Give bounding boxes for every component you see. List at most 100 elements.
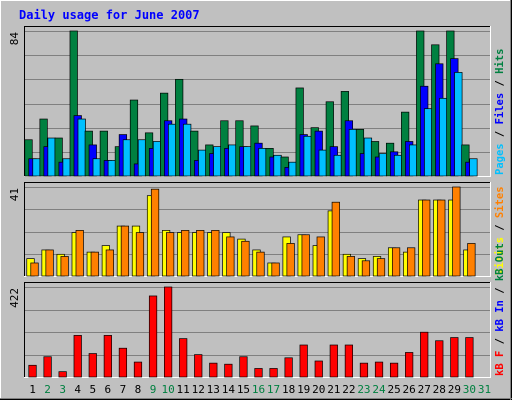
bar-kb-f-day-16: [254, 368, 263, 378]
bar-pages-day-20: [318, 149, 327, 177]
legend-entry: Files: [494, 93, 506, 125]
bar-kb-f-day-10: [164, 286, 173, 378]
bar-sites-day-27: [422, 199, 431, 277]
x-tick-label: 11: [177, 383, 190, 396]
bar-sites-day-11: [181, 230, 190, 277]
x-tick-label: 1: [29, 383, 36, 396]
legend-visits: Visits / Sites: [494, 186, 506, 275]
bar-kb-f-day-18: [284, 357, 293, 378]
bar-kb-f-day-15: [239, 356, 248, 378]
chart-title: Daily usage for June 2007: [19, 8, 200, 22]
bar-sites-day-22: [346, 256, 355, 277]
bar-pages-day-6: [107, 160, 116, 177]
legend-entry: Hits: [494, 49, 506, 74]
bar-pages-day-28: [439, 97, 448, 177]
x-tick-label: 29: [448, 383, 461, 396]
legend-kbytes: kB F / kB In / kB Out: [494, 243, 506, 376]
bar-sites-day-5: [90, 251, 99, 277]
bar-pages-day-15: [243, 146, 252, 177]
bar-pages-day-18: [288, 161, 297, 177]
bar-pages-day-5: [92, 158, 101, 177]
bar-pages-day-22: [348, 129, 357, 177]
bar-pages-day-8: [137, 139, 147, 177]
legend-entry: Pages: [494, 143, 506, 175]
x-tick-label: 2: [44, 383, 51, 396]
legend-entry: /: [494, 218, 506, 237]
x-tick-label: 6: [105, 383, 112, 396]
x-tick-label: 15: [237, 383, 250, 396]
bar-pages-day-2: [47, 137, 56, 177]
x-tick-label: 25: [387, 383, 400, 396]
x-tick-label: 28: [433, 383, 446, 396]
legend-entry: /: [494, 74, 506, 93]
legend-entry: /: [494, 281, 506, 300]
bar-kb-f-day-2: [43, 356, 52, 378]
bar-pages-day-12: [198, 149, 207, 177]
x-tick-label: 13: [207, 383, 220, 396]
x-tick-label: 12: [192, 383, 205, 396]
bar-kb-f-day-9: [148, 295, 158, 378]
x-tick-label: 7: [120, 383, 127, 396]
panel-hits: 84 Pages / Files / Hits: [8, 26, 506, 177]
bar-sites-day-10: [166, 232, 175, 277]
bar-kb-f-day-13: [209, 362, 218, 378]
bar-sites-day-16: [256, 251, 265, 277]
legend-entry: Visits: [494, 237, 506, 275]
bar-kb-f-day-1: [28, 364, 37, 378]
bar-kb-f-day-6: [103, 335, 112, 378]
bar-sites-day-13: [211, 230, 220, 277]
bar-kb-f-day-21: [329, 344, 338, 378]
bar-sites-day-17: [271, 262, 280, 277]
bar-sites-day-12: [196, 230, 205, 277]
x-tick-label: 17: [267, 383, 280, 396]
bar-pages-day-10: [168, 123, 177, 177]
y-max-label: 422: [8, 288, 21, 308]
x-tick-label: 18: [282, 383, 295, 396]
bar-pages-day-21: [333, 154, 342, 177]
bar-sites-day-1: [30, 262, 39, 277]
bar-kb-f-day-8: [133, 361, 143, 378]
x-tick-label: 31: [478, 383, 491, 396]
bar-kb-f-day-12: [194, 354, 203, 378]
legend-hits: Pages / Files / Hits: [494, 49, 506, 175]
bar-pages-day-11: [183, 123, 192, 177]
x-tick-label: 4: [74, 383, 81, 396]
bar-sites-day-8: [135, 232, 145, 277]
bar-sites-day-20: [316, 236, 325, 277]
panel-kbytes: 422 kB F / kB In / kB Out: [8, 243, 506, 378]
bar-pages-day-9: [152, 141, 162, 177]
x-tick-label: 24: [372, 383, 386, 396]
bar-kb-f-day-24: [374, 361, 384, 378]
bar-sites-day-26: [407, 247, 416, 277]
bar-pages-day-16: [258, 148, 267, 177]
bar-kb-f-day-19: [299, 344, 308, 378]
bar-sites-day-9: [150, 188, 160, 277]
x-tick-label: 26: [403, 383, 416, 396]
bar-sites-day-14: [226, 236, 235, 277]
bar-pages-day-7: [122, 139, 132, 177]
bar-sites-day-18: [286, 243, 295, 277]
x-tick-label: 5: [89, 383, 96, 396]
x-tick-label: 19: [297, 383, 310, 396]
legend-entry: kB Out: [494, 243, 506, 281]
bar-kb-f-day-14: [224, 363, 233, 378]
bar-pages-day-24: [378, 153, 388, 177]
legend-entry: /: [494, 124, 506, 143]
bar-kb-f-day-5: [88, 353, 97, 378]
bar-pages-day-13: [213, 146, 222, 177]
bar-pages-day-4: [77, 118, 86, 177]
bar-pages-day-1: [32, 158, 41, 177]
bar-pages-day-25: [393, 154, 403, 177]
y-max-label: 84: [8, 32, 21, 46]
bar-kb-f-day-3: [58, 371, 67, 378]
x-tick-label: 23: [357, 383, 370, 396]
bar-pages-day-30: [469, 158, 478, 177]
bar-pages-day-23: [363, 137, 373, 177]
bar-sites-day-4: [75, 230, 84, 277]
x-tick-label: 16: [252, 383, 265, 396]
bar-sites-day-2: [45, 249, 54, 277]
bar-pages-day-19: [303, 135, 312, 177]
bar-kb-f-day-29: [450, 337, 459, 378]
